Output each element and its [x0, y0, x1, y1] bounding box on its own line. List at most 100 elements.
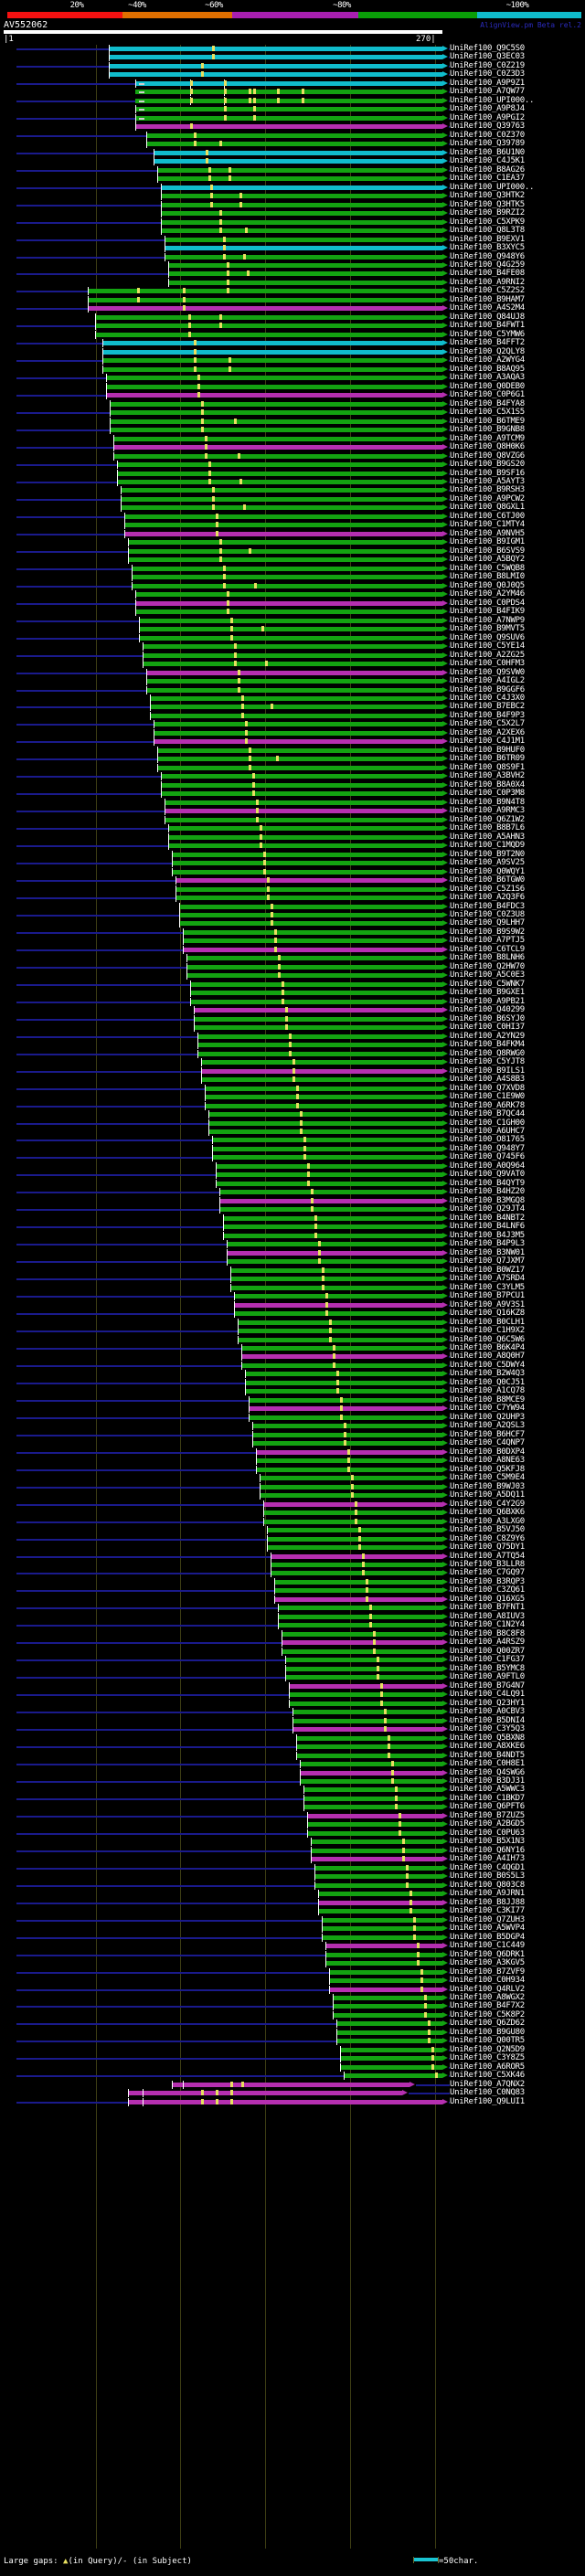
table-row[interactable]: UniRef100_A6RK78 — [0, 1100, 585, 1110]
hsp-bar[interactable] — [285, 1666, 442, 1671]
hsp-bar[interactable] — [168, 843, 442, 849]
table-row[interactable]: UniRef100_B8LMI0 — [0, 572, 585, 582]
table-row[interactable]: UniRef100_B7G4N7 — [0, 1681, 585, 1691]
table-row[interactable]: UniRef100_B7ZVF9 — [0, 1967, 585, 1977]
table-row[interactable]: UniRef100_A8NE63 — [0, 1456, 585, 1466]
table-row[interactable]: UniRef100_A8XKE6 — [0, 1742, 585, 1752]
hsp-bar[interactable] — [325, 1944, 442, 1949]
hsp-bar[interactable] — [307, 1813, 442, 1818]
hsp-bar[interactable] — [333, 2012, 442, 2018]
table-row[interactable]: UniRef100_A0CBV3 — [0, 1707, 585, 1717]
table-row[interactable]: UniRef100_Q3HTK2 — [0, 191, 585, 201]
table-row[interactable]: UniRef100_Q4RLV2 — [0, 1984, 585, 1994]
table-row[interactable]: UniRef100_C0P6G1 — [0, 390, 585, 400]
table-row[interactable]: UniRef100_C1N2Y4 — [0, 1620, 585, 1630]
hit-label[interactable]: UniRef100_Q39789 — [450, 139, 525, 149]
hit-label[interactable]: UniRef100_B4FWT1 — [450, 321, 525, 331]
table-row[interactable]: UniRef100_B3MGQ8 — [0, 1196, 585, 1205]
hsp-bar[interactable] — [314, 1874, 442, 1880]
table-row[interactable]: UniRef100_B9RSH3 — [0, 485, 585, 495]
table-row[interactable]: UniRef100_Q0J0Q5 — [0, 581, 585, 590]
hsp-bar[interactable] — [183, 938, 442, 944]
hit-label[interactable]: UniRef100_C0HFM3 — [450, 659, 525, 669]
hsp-bar[interactable] — [296, 1753, 442, 1758]
hit-label[interactable]: UniRef100_A9PB21 — [450, 996, 525, 1006]
hsp-bar[interactable] — [238, 1320, 442, 1325]
table-row[interactable]: UniRef100_C3KI77 — [0, 1906, 585, 1916]
table-row[interactable]: UniRef100_B4F9P3 — [0, 711, 585, 720]
hit-label[interactable]: UniRef100_B3RQP3 — [450, 1576, 525, 1586]
hit-label[interactable]: UniRef100_C6TJ00 — [450, 511, 525, 521]
hsp-bar[interactable] — [241, 1354, 442, 1360]
table-row[interactable]: UniRef100_B5YMC8 — [0, 1664, 585, 1673]
table-row[interactable]: UniRef100_A9V3S1 — [0, 1300, 585, 1309]
hsp-bar[interactable] — [146, 687, 442, 693]
table-row[interactable]: UniRef100_A5AYT3 — [0, 477, 585, 486]
hit-label[interactable]: UniRef100_B8MCE9 — [450, 1394, 525, 1405]
table-row[interactable]: UniRef100_B7EBC2 — [0, 702, 585, 712]
hit-label[interactable]: UniRef100_A9RMC3 — [450, 806, 525, 816]
hit-label[interactable]: UniRef100_Q40299 — [450, 1005, 525, 1015]
hit-label[interactable]: UniRef100_B2W4Q3 — [450, 1369, 525, 1379]
hit-label[interactable]: UniRef100_A0Q964 — [450, 1161, 525, 1171]
hsp-bar[interactable] — [124, 523, 442, 528]
table-row[interactable]: UniRef100_B9HUF0 — [0, 746, 585, 755]
table-row[interactable]: UniRef100_C1BKD7 — [0, 1794, 585, 1803]
hit-label[interactable]: UniRef100_C1GH00 — [450, 1118, 525, 1128]
table-row[interactable]: UniRef100_C0Z3U8 — [0, 910, 585, 919]
table-row[interactable]: UniRef100_Q5KFJ8 — [0, 1465, 585, 1474]
table-row[interactable]: UniRef100_Q5BXN8 — [0, 1733, 585, 1743]
hit-label[interactable]: UniRef100_A9PCW2 — [450, 493, 525, 504]
hit-label[interactable]: UniRef100_Q7XVD8 — [450, 1083, 525, 1093]
hsp-bar[interactable] — [274, 1596, 442, 1602]
hit-label[interactable]: UniRef100_B9MVT5 — [450, 624, 525, 634]
hsp-bar[interactable] — [227, 1259, 442, 1265]
hit-label[interactable]: UniRef100_Q9LHH7 — [450, 918, 525, 928]
hit-label[interactable]: UniRef100_Q7ZUH3 — [450, 1914, 525, 1924]
table-row[interactable]: UniRef100_B4J3M5 — [0, 1231, 585, 1240]
hsp-bar[interactable] — [252, 1424, 442, 1429]
hsp-bar[interactable] — [333, 2004, 442, 2009]
hit-label[interactable]: UniRef100_Q6C5W6 — [450, 1334, 525, 1344]
hit-label[interactable]: UniRef100_C5YE14 — [450, 641, 525, 652]
hit-label[interactable]: UniRef100_Q4RLV2 — [450, 1984, 525, 1994]
table-row[interactable]: UniRef100_B7FNT1 — [0, 1603, 585, 1613]
table-row[interactable]: UniRef100_A7NWP9 — [0, 616, 585, 625]
table-row[interactable]: UniRef100_A2XEX6 — [0, 728, 585, 737]
hsp-bar[interactable] — [303, 1805, 442, 1810]
hsp-bar[interactable] — [157, 747, 442, 753]
table-row[interactable]: UniRef100_A3KGV5 — [0, 1958, 585, 1968]
hsp-bar[interactable] — [278, 1614, 442, 1619]
hit-label[interactable]: UniRef100_Q948Y7 — [450, 1143, 525, 1153]
table-row[interactable]: UniRef100_C6TCL9 — [0, 945, 585, 954]
hsp-bar[interactable] — [329, 1987, 442, 1992]
table-row[interactable]: UniRef100_Q23HY1 — [0, 1699, 585, 1708]
hsp-bar[interactable] — [190, 999, 442, 1004]
hit-label[interactable]: UniRef100_C4Y2G9 — [450, 1499, 525, 1509]
hit-label[interactable]: UniRef100_B4HZ20 — [450, 1187, 525, 1197]
hsp-bar[interactable] — [161, 194, 442, 199]
hit-label[interactable]: UniRef100_A8XKE6 — [450, 1742, 525, 1752]
hsp-bar[interactable] — [186, 964, 442, 970]
hit-label[interactable]: UniRef100_A7QNX2 — [450, 2079, 525, 2089]
table-row[interactable]: UniRef100_B4F7X2 — [0, 2001, 585, 2011]
hit-label[interactable]: UniRef100_B9RSH3 — [450, 485, 525, 495]
table-row[interactable]: UniRef100_C1FG37 — [0, 1655, 585, 1665]
hsp-bar[interactable] — [267, 1528, 442, 1533]
hsp-bar[interactable] — [278, 1606, 442, 1611]
hit-label[interactable]: UniRef100_Q4SWG6 — [450, 1767, 525, 1777]
table-row[interactable]: UniRef100_B9GGF6 — [0, 685, 585, 694]
table-row[interactable]: UniRef100_Q6C5W6 — [0, 1334, 585, 1344]
hsp-bar[interactable] — [176, 878, 442, 884]
hsp-bar[interactable] — [143, 652, 442, 658]
hit-label[interactable]: UniRef100_A5WVP4 — [450, 1924, 525, 1934]
hit-label[interactable]: UniRef100_A6RK78 — [450, 1100, 525, 1110]
hit-label[interactable]: UniRef100_A4IGL2 — [450, 676, 525, 686]
hsp-bar[interactable] — [146, 670, 442, 675]
table-row[interactable]: UniRef100_C6TJ00 — [0, 511, 585, 521]
hsp-bar[interactable] — [219, 1190, 442, 1195]
table-row[interactable]: UniRef100_Q16XG5 — [0, 1595, 585, 1604]
hsp-bar[interactable] — [154, 730, 442, 736]
table-row[interactable]: UniRef100_A2Q3F6 — [0, 893, 585, 903]
hit-label[interactable]: UniRef100_A3KGV5 — [450, 1958, 525, 1968]
